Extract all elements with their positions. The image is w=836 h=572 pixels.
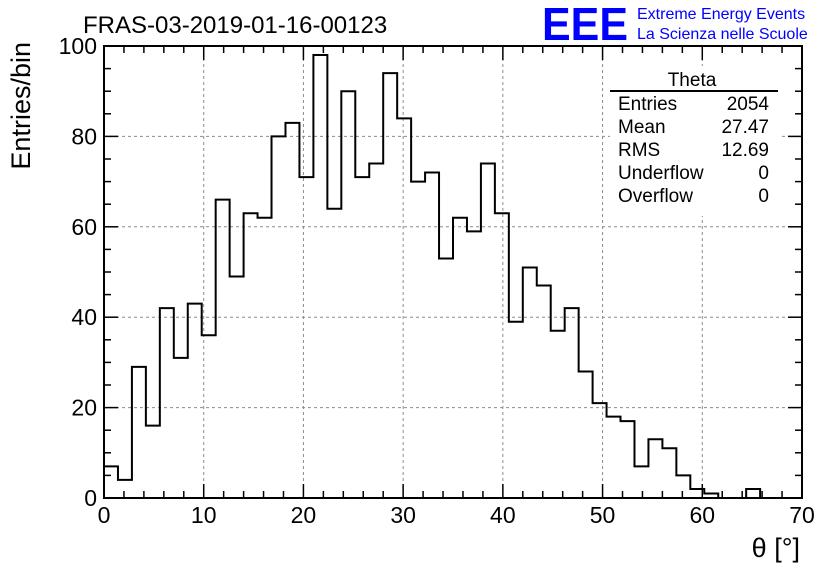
x-axis-title: θ [°] — [752, 533, 800, 563]
stats-value: 27.47 — [721, 117, 769, 138]
x-tick-label: 40 — [490, 502, 516, 528]
stats-value: 0 — [758, 163, 769, 184]
y-tick-labels: 0 20 40 60 80 100 — [59, 33, 97, 511]
histogram-outline — [103, 54, 802, 499]
x-tick-label: 20 — [291, 502, 317, 528]
y-axis-title: Entries/bin — [6, 42, 36, 170]
stats-value: 2054 — [727, 94, 770, 115]
stats-label: Underflow — [618, 163, 704, 184]
x-tick-labels: 0 10 20 30 40 50 60 70 — [98, 502, 815, 528]
brand-line-2: La Scienza nelle Scuole — [637, 26, 808, 43]
y-tick-label: 60 — [71, 214, 97, 240]
stats-label: Entries — [618, 94, 677, 115]
plot-frame — [103, 45, 803, 499]
stats-label: RMS — [618, 140, 660, 161]
x-tick-label: 30 — [390, 502, 416, 528]
stats-label: Overflow — [618, 186, 693, 207]
x-tick-label: 70 — [789, 502, 815, 528]
stats-value: 12.69 — [721, 140, 769, 161]
stats-rows: Entries 2054 Mean 27.47 RMS 12.69 Underflow 0 Ov… — [618, 94, 769, 207]
x-tick-label: 60 — [689, 502, 715, 528]
stats-box: Theta Entries 2054 Mean 27.47 RMS 12.69 Underf… — [610, 66, 782, 216]
stats-value: 0 — [758, 186, 769, 207]
stats-label: Mean — [618, 117, 666, 138]
chart-title: FRAS-03-2019-01-16-00123 — [83, 12, 387, 39]
x-tick-label: 0 — [98, 502, 111, 528]
y-tick-label: 100 — [59, 33, 97, 59]
y-tick-label: 40 — [71, 304, 97, 330]
y-tick-label: 80 — [71, 123, 97, 149]
stats-title: Theta — [668, 70, 717, 91]
x-tick-label: 50 — [590, 502, 616, 528]
y-tick-label: 0 — [84, 485, 97, 511]
eee-logo: EEE — [542, 0, 628, 50]
y-tick-label: 20 — [71, 395, 97, 421]
x-tick-label: 10 — [191, 502, 217, 528]
brand-line-1: Extreme Energy Events — [637, 6, 805, 23]
